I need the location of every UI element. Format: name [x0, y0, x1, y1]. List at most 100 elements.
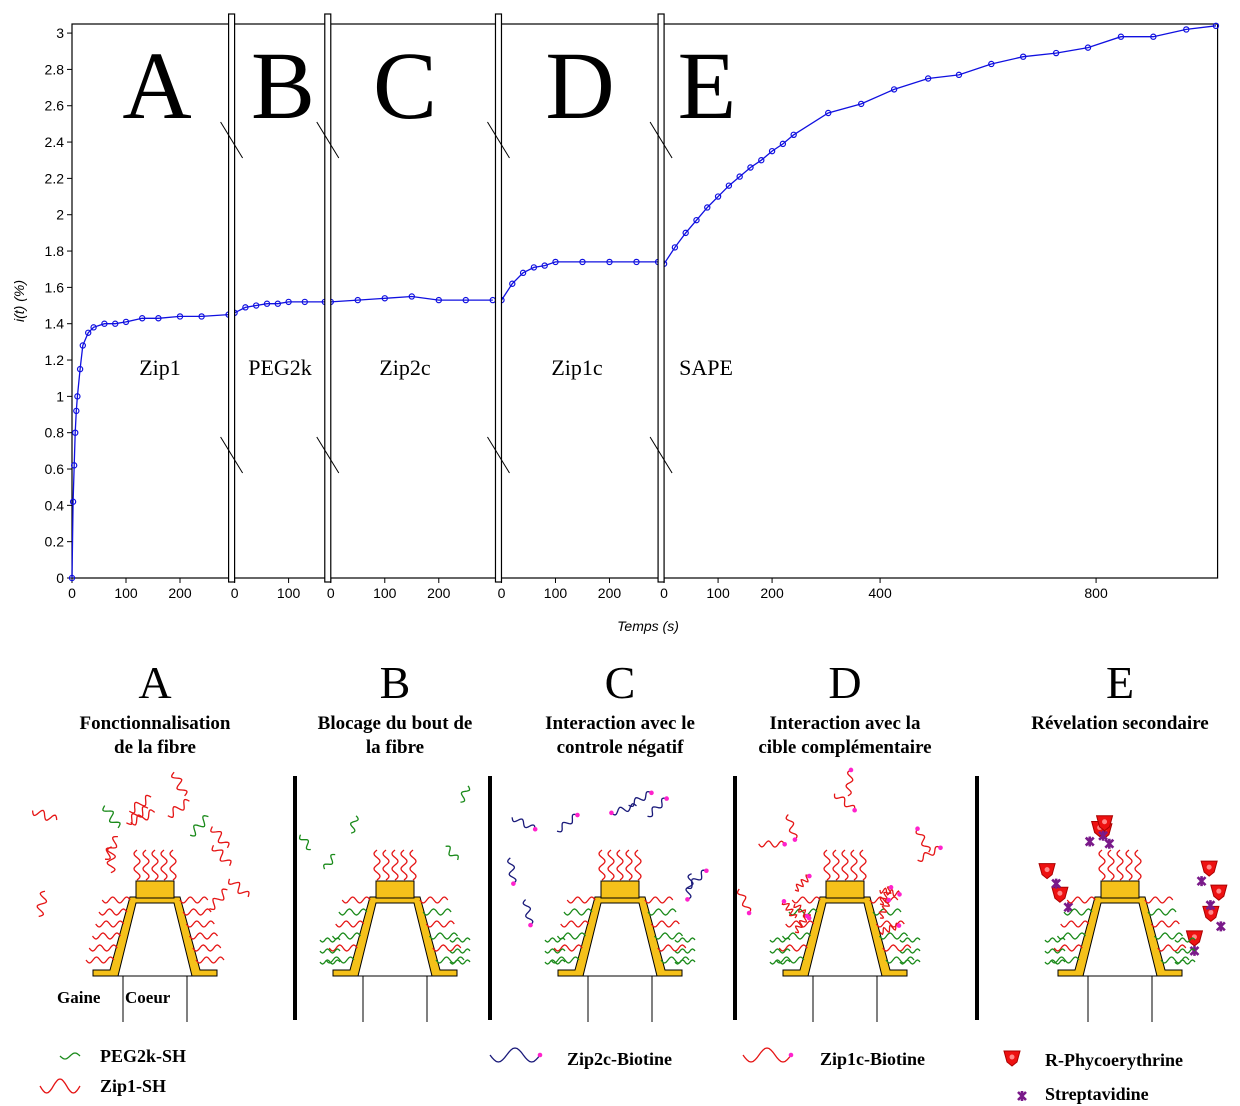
- strand: [298, 834, 311, 851]
- x-tick-label: 0: [68, 585, 76, 601]
- biotin: [804, 913, 810, 919]
- strand: [1174, 959, 1196, 965]
- break-mark: [220, 121, 244, 159]
- strand: [556, 813, 578, 833]
- y-tick-label: 0: [56, 570, 64, 586]
- data-point: [725, 182, 733, 189]
- x-tick-label: 200: [168, 585, 192, 601]
- strand: [101, 896, 131, 904]
- biotin: [609, 810, 614, 816]
- break-mark: [649, 436, 673, 474]
- strand: [1134, 849, 1142, 881]
- y-tick-label: 2.6: [45, 98, 65, 114]
- strand: [917, 845, 941, 862]
- data-point: [90, 324, 97, 331]
- data-point: [758, 157, 765, 164]
- strand: [85, 956, 115, 964]
- strand: [1053, 944, 1083, 952]
- strand: [607, 849, 615, 881]
- y-tick-label: 3: [56, 25, 64, 41]
- y-tick-label: 1: [56, 388, 64, 404]
- x-tick-label: 100: [706, 585, 730, 601]
- strand: [879, 887, 901, 898]
- strand: [507, 857, 517, 885]
- segment-letter: A: [122, 32, 191, 139]
- data-point: [1183, 26, 1190, 33]
- strand: [885, 956, 915, 964]
- strand: [563, 908, 593, 916]
- strand: [859, 849, 867, 881]
- data-point: [671, 244, 679, 251]
- data-point: [69, 498, 77, 505]
- strand: [335, 920, 365, 928]
- strand: [169, 849, 177, 881]
- strand: [1116, 849, 1124, 881]
- panel-title: controle négatif: [557, 737, 684, 758]
- x-tick-label: 100: [373, 585, 397, 601]
- data-point: [354, 296, 361, 304]
- streptavidin: [1063, 902, 1074, 913]
- biotin: [848, 767, 854, 773]
- x-tick-label: 0: [231, 585, 239, 601]
- strand: [160, 849, 168, 881]
- y-tick-label: 2.8: [45, 61, 65, 77]
- y-tick-label: 0.6: [45, 461, 65, 477]
- data-point: [1084, 44, 1092, 51]
- data-point: [714, 193, 722, 200]
- strand: [88, 944, 118, 952]
- phycoerythrin-core: [1206, 864, 1212, 870]
- strand: [769, 937, 791, 943]
- panel-title: cible complémentaire: [758, 737, 931, 758]
- data-point: [462, 296, 469, 304]
- data-point: [176, 313, 184, 320]
- strand: [1160, 956, 1190, 964]
- y-tick-label: 2: [56, 207, 64, 223]
- y-tick-label: 1.2: [45, 352, 65, 368]
- segment-label: Zip1c: [551, 355, 603, 380]
- biotin: [852, 807, 857, 813]
- strand: [167, 798, 190, 818]
- data-point: [1117, 33, 1125, 40]
- biotin: [685, 897, 690, 902]
- x-tick-label: 400: [868, 585, 892, 601]
- strand: [544, 948, 566, 954]
- strand: [130, 809, 156, 826]
- data-point: [122, 318, 130, 326]
- strand: [553, 944, 583, 952]
- y-tick-label: 0.2: [45, 534, 65, 550]
- strand: [328, 944, 358, 952]
- streptavidin: [1098, 830, 1109, 841]
- strand: [769, 948, 791, 954]
- streptavidin: [1215, 921, 1226, 932]
- panel-title: Blocage du bout de: [318, 713, 473, 734]
- strand: [425, 920, 455, 928]
- y-tick-label: 2.2: [45, 170, 65, 186]
- strand: [1066, 896, 1096, 904]
- strand: [544, 959, 566, 965]
- strand: [189, 815, 209, 837]
- biotin: [746, 910, 752, 916]
- data-point: [519, 269, 527, 277]
- data-point: [73, 407, 80, 415]
- strand: [1144, 896, 1174, 904]
- data-point: [509, 280, 516, 287]
- data-point: [693, 216, 700, 224]
- y-tick-label: 2.4: [45, 134, 65, 150]
- fiber-tip: [375, 880, 415, 899]
- strand: [878, 932, 909, 940]
- data-point: [76, 365, 84, 373]
- strand: [785, 920, 815, 928]
- strand: [1150, 920, 1180, 928]
- streptavidin: [1017, 1091, 1027, 1101]
- data-point: [768, 147, 776, 155]
- strand: [419, 896, 449, 904]
- strand: [1174, 937, 1196, 943]
- data-point: [955, 71, 963, 79]
- strand: [882, 944, 912, 952]
- streptavidin: [1205, 900, 1216, 911]
- axis-break: [324, 13, 332, 583]
- strand: [879, 922, 900, 936]
- biotin: [807, 873, 812, 879]
- strand: [341, 896, 371, 904]
- data-point: [242, 304, 249, 311]
